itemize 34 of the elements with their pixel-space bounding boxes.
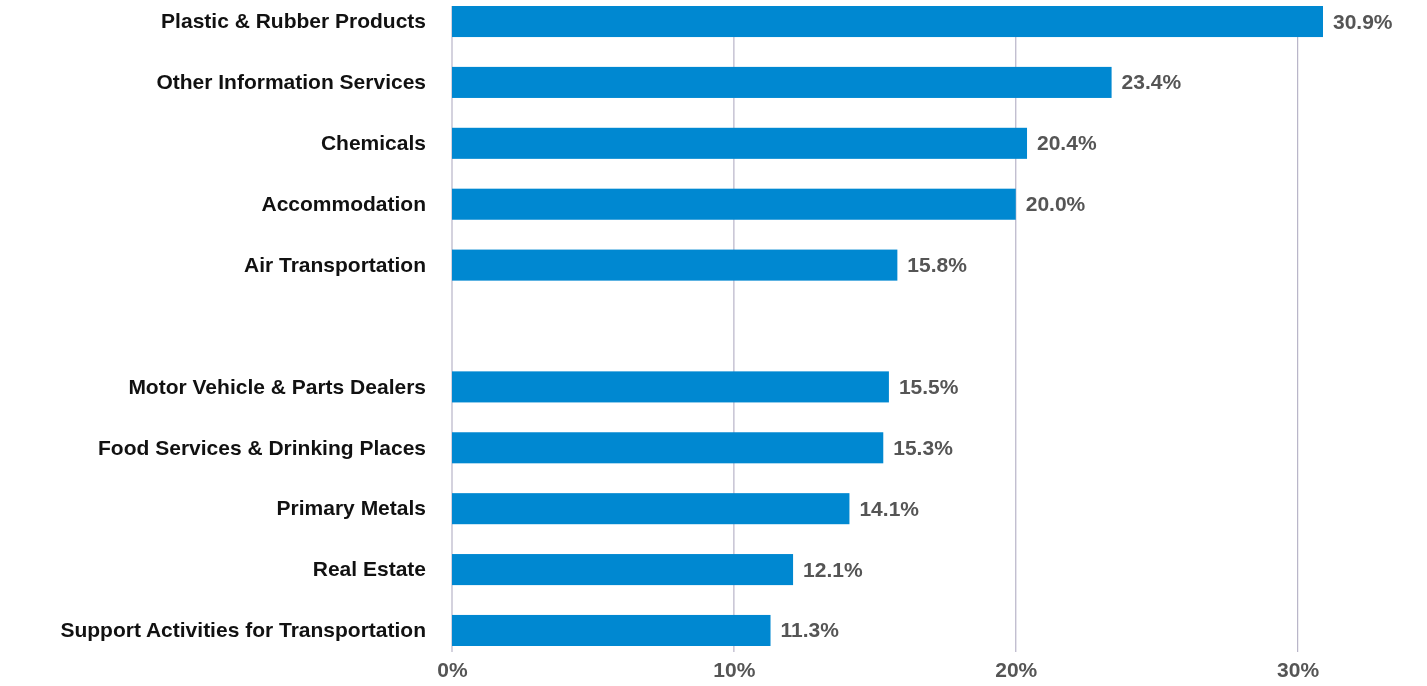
data-label: 11.3% (780, 618, 840, 642)
bar (452, 6, 1323, 38)
y-tick-label: Chemicals (320, 131, 426, 155)
y-tick-label: Food Services & Drinking Places (98, 435, 426, 459)
y-tick-label: Motor Vehicle & Parts Dealers (128, 374, 426, 398)
x-tick-label: 0% (437, 657, 468, 681)
bar (452, 249, 898, 281)
x-tick-label: 30% (1277, 657, 1320, 681)
bar (452, 66, 1112, 98)
bar (452, 554, 794, 586)
data-label: 23.4% (1121, 70, 1182, 94)
bar (452, 371, 889, 403)
bar (452, 432, 884, 464)
bar (452, 188, 1016, 220)
x-tick-label: 10% (713, 657, 756, 681)
bar (452, 127, 1028, 159)
data-label: 12.1% (803, 557, 863, 581)
y-tick-label: Air Transportation (243, 252, 426, 276)
y-tick-label: Accommodation (261, 191, 426, 215)
x-tick-label: 20% (995, 657, 1038, 681)
data-label: 15.8% (907, 253, 968, 277)
y-tick-label: Other Information Services (156, 70, 426, 94)
data-label: 15.3% (893, 435, 954, 459)
data-label: 20.4% (1037, 131, 1097, 155)
data-label: 15.5% (898, 374, 959, 398)
y-tick-label: Primary Metals (276, 496, 426, 520)
data-label: 20.0% (1025, 192, 1086, 216)
data-label: 14.1% (859, 496, 920, 520)
data-label: 30.9% (1333, 9, 1393, 33)
bar (452, 614, 771, 646)
y-tick-label: Real Estate (312, 557, 426, 581)
y-tick-label: Plastic & Rubber Products (161, 9, 426, 33)
y-tick-label: Support Activities for Transportation (60, 618, 426, 642)
bar (452, 493, 850, 525)
